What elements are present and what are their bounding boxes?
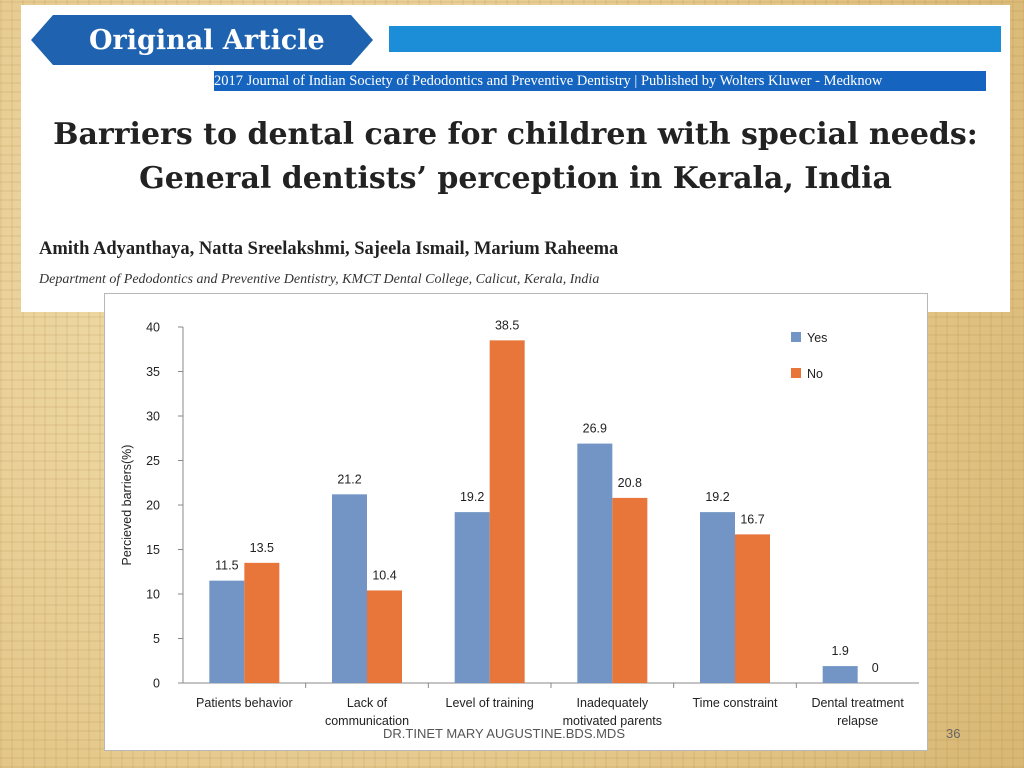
bar-yes <box>209 580 245 683</box>
data-label: 11.5 <box>215 559 238 573</box>
y-tick-label: 40 <box>146 321 160 335</box>
bar-no <box>735 534 770 683</box>
authors: Amith Adyanthaya, Natta Sreelakshmi, Saj… <box>39 239 619 259</box>
data-label: 19.2 <box>460 490 484 504</box>
data-label: 10.4 <box>372 568 396 582</box>
bar-chart-card: 0 5 10 15 20 25 30 35 40 Percieved barriers(%) Pat… <box>104 293 928 751</box>
y-axis-title: Percieved barriers(%) <box>120 445 134 566</box>
article-title: Barriers to dental care for children wit… <box>21 113 1010 201</box>
data-label: 38.5 <box>495 318 519 332</box>
x-tick-label: Dental treatment <box>811 696 904 710</box>
x-tick-label: Inadequately <box>577 696 649 710</box>
data-label: 26.9 <box>583 422 607 436</box>
data-label: 16.7 <box>740 512 764 526</box>
header-blue-bar <box>389 26 1001 52</box>
y-tick-label: 20 <box>146 499 160 513</box>
y-tick-label: 5 <box>153 632 160 646</box>
data-label: 1.9 <box>831 644 848 658</box>
page-number: 36 <box>946 726 961 741</box>
y-tick-label: 35 <box>146 365 160 379</box>
x-tick-label: Level of training <box>446 696 534 710</box>
bar-yes <box>454 512 490 683</box>
original-article-banner <box>31 15 373 65</box>
x-tick-label: Patients behavior <box>196 696 293 710</box>
banner-label: Original Article <box>89 25 325 56</box>
bar-yes <box>577 443 613 683</box>
journal-line: 2017 Journal of Indian Society of Pedodo… <box>214 71 986 91</box>
article-header: Original Article 2017 Journal of Indian … <box>21 5 1010 312</box>
x-tick-label: Time constraint <box>693 696 779 710</box>
x-tick-label: Lack of <box>347 696 388 710</box>
data-label: 0 <box>872 661 879 675</box>
bar-yes <box>332 494 367 683</box>
y-tick-label: 25 <box>146 454 160 468</box>
y-tick-label: 10 <box>146 588 160 602</box>
bar-no <box>489 340 525 683</box>
y-tick-label: 30 <box>146 410 160 424</box>
data-label: 13.5 <box>250 541 274 555</box>
legend-label-no: No <box>807 367 823 381</box>
slide-footer: DR.TINET MARY AUGUSTINE.BDS.MDS <box>383 726 625 741</box>
bar-yes <box>700 512 735 683</box>
x-tick-label: motivated parents <box>563 714 662 728</box>
bar-chart: 0 5 10 15 20 25 30 35 40 Percieved barriers(%) Pat… <box>120 318 919 728</box>
legend-swatch-yes <box>791 332 801 342</box>
bar-no <box>612 497 648 683</box>
affiliation: Department of Pedodontics and Preventive… <box>39 272 600 287</box>
y-tick-label: 15 <box>146 543 160 557</box>
legend-label-yes: Yes <box>807 331 827 345</box>
bar-yes <box>822 666 858 683</box>
x-tick-label: communication <box>325 714 409 728</box>
data-label: 20.8 <box>618 476 642 490</box>
data-label: 21.2 <box>337 472 361 486</box>
bar-no <box>367 590 402 683</box>
y-tick-label: 0 <box>153 677 160 691</box>
bar-no <box>244 562 280 683</box>
data-label: 19.2 <box>705 490 729 504</box>
legend-swatch-no <box>791 368 801 378</box>
title-line-1: Barriers to dental care for children wit… <box>53 117 978 152</box>
x-tick-label: relapse <box>837 714 878 728</box>
title-line-2: General dentists’ perception in Kerala, … <box>139 161 892 196</box>
